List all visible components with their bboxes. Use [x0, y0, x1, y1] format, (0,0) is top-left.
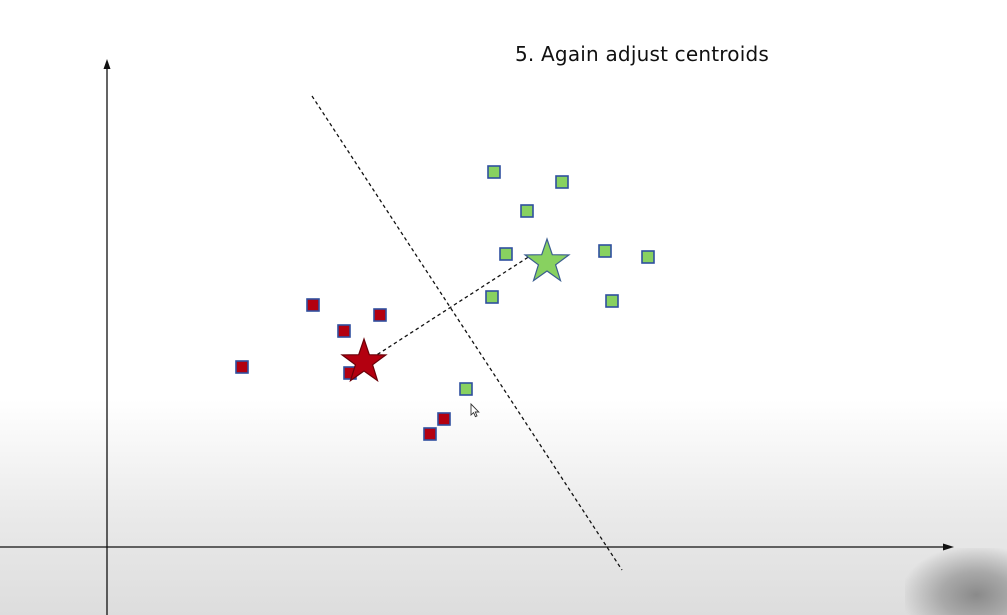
- red-point-7: [423, 427, 437, 441]
- centroid-connector-line: [371, 255, 531, 359]
- red-point-2: [337, 324, 351, 338]
- red-cluster-points: [235, 298, 451, 441]
- green-point-5: [598, 244, 612, 258]
- red-point-6: [437, 412, 451, 426]
- green-cluster-points: [459, 165, 655, 396]
- red-centroid-star-icon: [340, 337, 388, 383]
- green-point-4: [499, 247, 513, 261]
- slide-title: 5. Again adjust centroids: [515, 42, 769, 66]
- green-point-6: [641, 250, 655, 264]
- green-centroid-star-icon: [523, 237, 571, 283]
- green-point-1: [487, 165, 501, 179]
- green-point-7: [485, 290, 499, 304]
- green-point-8: [605, 294, 619, 308]
- decision-boundary-line: [311, 95, 623, 571]
- y-axis-arrowhead: [103, 59, 111, 69]
- green-point-9: [459, 382, 473, 396]
- red-point-1: [306, 298, 320, 312]
- red-point-3: [373, 308, 387, 322]
- red-point-4: [235, 360, 249, 374]
- corner-shadow: [905, 548, 1007, 615]
- mouse-pointer-icon: [470, 402, 480, 418]
- green-point-3: [520, 204, 534, 218]
- green-point-2: [555, 175, 569, 189]
